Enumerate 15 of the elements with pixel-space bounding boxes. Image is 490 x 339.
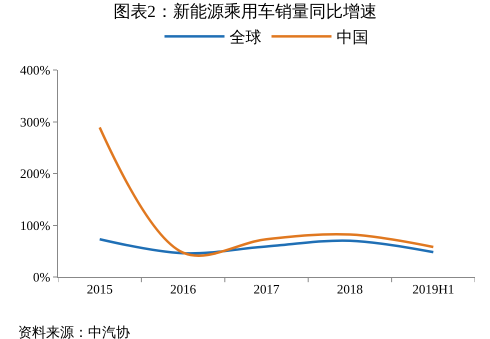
y-tick-label: 400% (20, 62, 51, 78)
y-tick-label: 0% (33, 270, 51, 285)
x-tick-label: 2016 (170, 282, 197, 297)
x-tick-label: 2017 (254, 282, 280, 297)
legend-label: 中国 (336, 28, 368, 47)
text: 资料来源：中汽协 (18, 325, 130, 339)
y-tick-label: 300% (20, 114, 51, 130)
x-tick-label: 2015 (86, 282, 113, 297)
legend-label: 全球 (230, 28, 262, 47)
chart-title: 图表2：新能源乘用车销量同比增速 (113, 2, 377, 21)
line-series (98, 238, 435, 255)
x-tick-label: 2018 (336, 282, 363, 297)
y-tick-label: 100% (20, 218, 51, 233)
y-tick-label: 200% (20, 166, 51, 182)
x-tick-label: 2019H1 (412, 282, 454, 297)
